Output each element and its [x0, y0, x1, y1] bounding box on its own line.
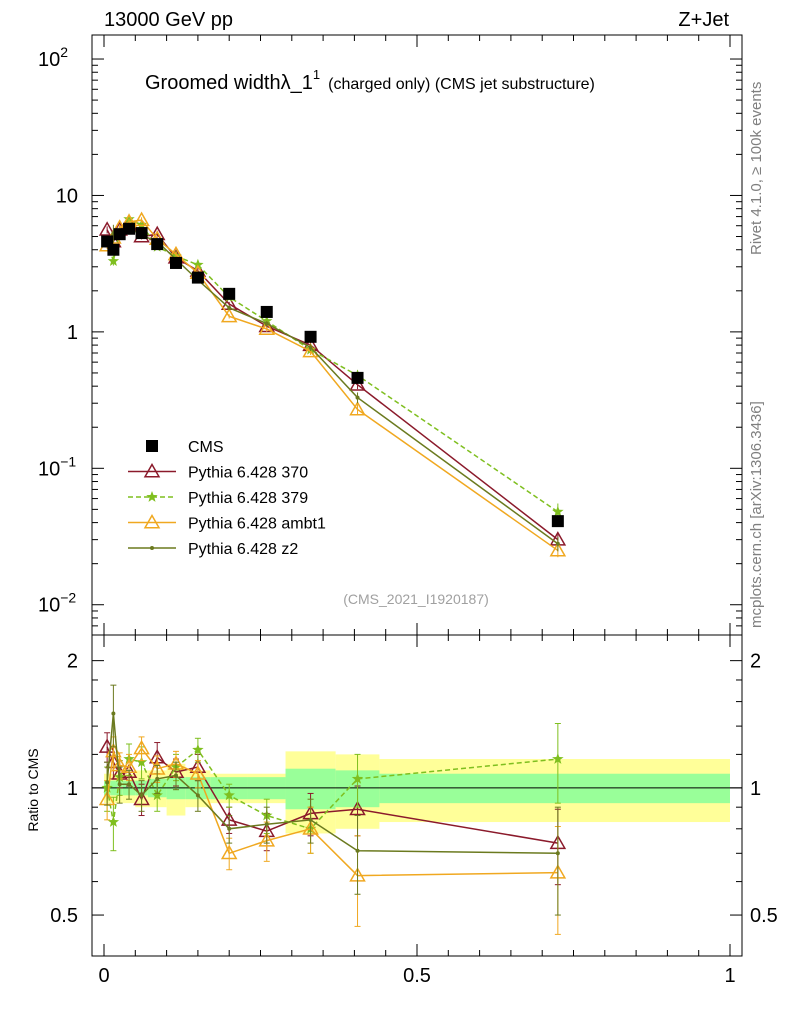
legend-label: Pythia 6.428 z2	[188, 541, 298, 558]
energy-label: 13000 GeV pp	[104, 9, 233, 31]
x-tick-label: 0	[98, 965, 109, 987]
series-4-ratio-point	[227, 826, 232, 831]
main-series	[98, 211, 567, 558]
legend-label: CMS	[188, 439, 224, 456]
chart-title: Groomed widthλ_11(charged only) (CMS jet…	[145, 67, 595, 94]
cms-data-point	[191, 271, 204, 284]
series-1-line	[106, 222, 559, 541]
cms-data-point	[351, 371, 364, 384]
ratio-ylabel: Ratio to CMS	[25, 748, 41, 831]
series-4-ratio-point	[555, 851, 560, 856]
analysis-id: (CMS_2021_I1920187)	[343, 591, 489, 607]
series-4-point	[308, 345, 313, 350]
series-3-point	[349, 400, 366, 416]
band-inner	[379, 773, 730, 804]
cms-data-point	[135, 227, 148, 240]
series-2-ratio-point	[223, 789, 235, 801]
mcplots-label: mcplots.cern.ch [arXiv:1306.3436]	[748, 401, 765, 628]
legend-marker	[146, 440, 158, 452]
cms-data-point	[260, 305, 273, 318]
y-tick-label: 1	[67, 322, 78, 344]
series-3-line	[106, 219, 559, 552]
series-2-point	[261, 315, 273, 326]
x-tick-label: 1	[724, 965, 735, 987]
series-4-ratio-point	[139, 793, 144, 798]
series-4-ratio-point	[308, 817, 313, 822]
series-4-ratio-point	[195, 793, 200, 798]
series-1-point	[98, 221, 116, 236]
ratio-tick-label: 1	[67, 778, 78, 800]
y-tick-label: 10−2	[38, 590, 76, 617]
series-2-ratio-point	[107, 816, 120, 827]
series-2-point	[123, 213, 135, 224]
series-3-point	[258, 320, 276, 335]
series-4-line	[106, 226, 559, 545]
series-4-ratio-point	[264, 822, 269, 827]
axes: 102 10 1 10−1 10−2 2 2 1 1 0.5 0.5 0 0.5 1	[38, 35, 778, 987]
series-2-point	[107, 255, 120, 266]
series-3-point	[549, 541, 567, 557]
series-3-point	[133, 211, 150, 227]
cms-data-point	[123, 222, 136, 235]
series-4-ratio-point	[173, 773, 178, 778]
series-4-point	[555, 541, 560, 546]
legend-marker	[143, 513, 161, 529]
series-4-ratio-point	[127, 782, 132, 787]
cms-data-point	[151, 238, 164, 251]
series-2-point	[192, 258, 204, 270]
series-2-ratio-point	[192, 743, 204, 755]
ratio-series	[98, 684, 567, 935]
series-3-ratio-point	[220, 844, 238, 860]
ratio-tick-label: 2	[67, 651, 78, 673]
rivet-label: Rivet 4.1.0, ≥ 100k events	[748, 82, 765, 255]
series-3-ratio-point	[133, 739, 150, 755]
ratio-tick-label: 0.5	[50, 905, 78, 927]
series-2-ratio-point	[552, 753, 564, 764]
series-3-point	[220, 307, 238, 323]
cms-data-point	[223, 287, 236, 300]
series-4-ratio-point	[117, 782, 122, 787]
series-1-ratio-point	[349, 800, 366, 816]
series-4-ratio-point	[105, 780, 110, 785]
series-4-point	[264, 321, 269, 326]
legend-label: Pythia 6.428 ambt1	[188, 516, 326, 533]
cms-data-point	[113, 228, 126, 241]
cms-data-point	[169, 256, 182, 269]
cms-data-point	[107, 243, 120, 256]
series-3-ratio-point	[258, 832, 276, 847]
y-tick-label: 10−1	[38, 453, 76, 480]
legend: CMS Pythia 6.428 370 Pythia 6.428 379 Pythi…	[128, 439, 326, 558]
cms-data-point	[304, 330, 317, 343]
legend-label: Pythia 6.428 370	[188, 465, 308, 482]
series-2-ratio-point	[135, 756, 148, 768]
series-4-point	[227, 305, 232, 310]
series-3-ratio-point	[189, 765, 207, 780]
x-tick-label: 0.5	[403, 965, 431, 987]
series-2-point	[135, 218, 148, 230]
legend-marker	[143, 462, 161, 478]
series-2-point	[552, 505, 564, 517]
ratio-tick-label: 0.5	[750, 905, 778, 927]
ratio-tick-label: 2	[750, 651, 761, 673]
legend-label: Pythia 6.428 379	[188, 490, 308, 507]
series-4-ratio-point	[111, 711, 116, 716]
series-2-ratio-point	[351, 772, 364, 784]
cms-data-point	[551, 515, 564, 528]
legend-marker	[150, 546, 154, 550]
series-4-point	[355, 395, 360, 400]
series-4-ratio-point	[155, 776, 160, 781]
legend-marker	[146, 491, 158, 502]
y-tick-label: 10	[56, 185, 78, 207]
process-label: Z+Jet	[678, 9, 729, 31]
y-tick-label: 102	[38, 44, 68, 71]
series-4-ratio-point	[355, 848, 360, 853]
series-2-ratio-point	[151, 789, 163, 801]
ratio-tick-label: 1	[750, 778, 761, 800]
